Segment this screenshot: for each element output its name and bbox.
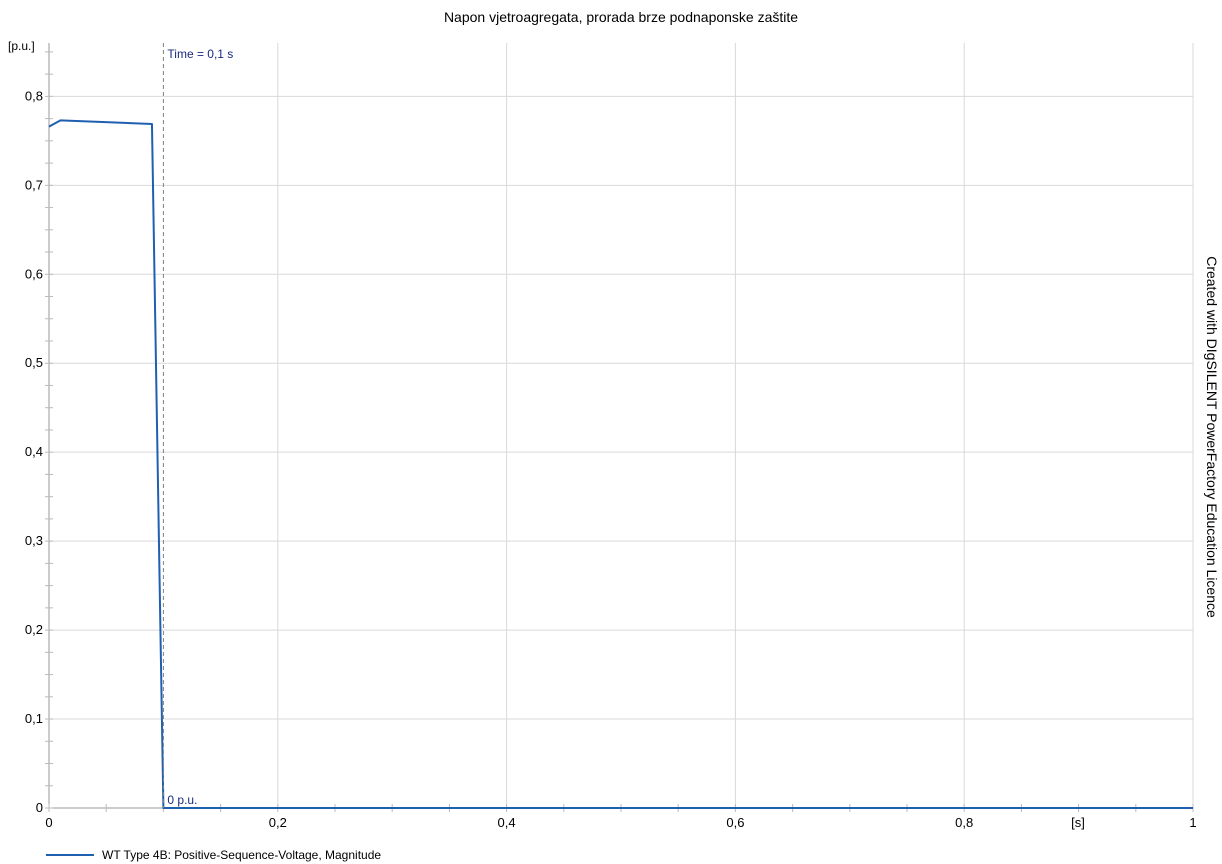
x-tick-label: 0,8: [955, 815, 973, 830]
legend: WT Type 4B: Positive-Sequence-Voltage, M…: [46, 848, 381, 862]
y-tick-label: 0,3: [25, 533, 43, 548]
x-tick-label: 0,2: [269, 815, 287, 830]
grid: [49, 43, 1194, 808]
x-tick-label: 0,4: [498, 815, 516, 830]
y-tick-label: 0,8: [25, 88, 43, 103]
y-tick-label: 0,1: [25, 711, 43, 726]
y-tick-label: 0,2: [25, 622, 43, 637]
x-tick-label: 1: [1189, 815, 1196, 830]
time-cursor-label: Time = 0,1 s: [167, 47, 233, 61]
x-tick-label: 0: [45, 815, 52, 830]
value-label: 0 p.u.: [167, 793, 197, 807]
y-tick-label: 0,7: [25, 177, 43, 192]
y-tick-label: 0,4: [25, 444, 43, 459]
x-unit-label: [s]: [1071, 815, 1085, 830]
series: [48, 119, 1193, 809]
tick-labels: 0 0,1 0,2 0,3 0,4 0,5 0,6 0,7 0,8 0 0,2 0,4 0,6 0,8 1: [25, 88, 1197, 830]
y-unit-label: [p.u.]: [8, 39, 35, 53]
watermark-text: Created with DIgSILENT PowerFactory Educ…: [1204, 256, 1220, 618]
x-tick-label: 0,6: [726, 815, 744, 830]
y-tick-label: 0,5: [25, 355, 43, 370]
legend-label: WT Type 4B: Positive-Sequence-Voltage, M…: [102, 848, 381, 862]
annotations: Time = 0,1 s 0 p.u.: [162, 43, 233, 808]
series-line: [48, 119, 1193, 809]
y-tick-label: 0: [36, 800, 43, 815]
chart-title: Napon vjetroagregata, prorada brze podna…: [444, 9, 798, 25]
y-tick-label: 0,6: [25, 266, 43, 281]
axes: [45, 43, 1194, 812]
